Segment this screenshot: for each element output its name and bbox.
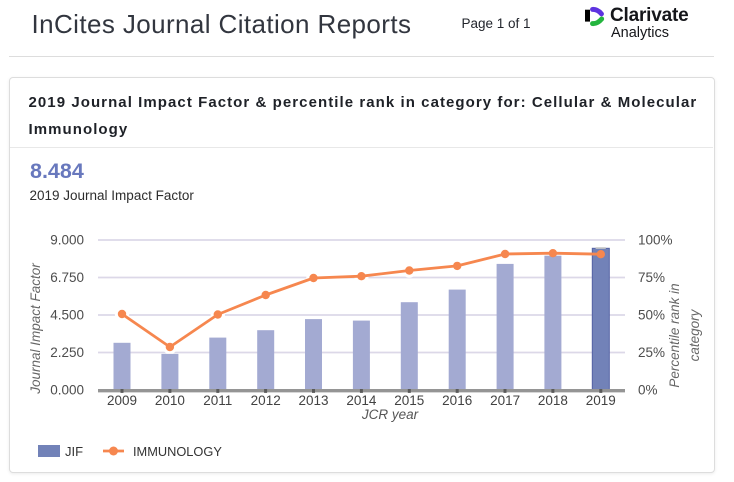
svg-text:75%: 75% xyxy=(638,270,665,285)
svg-text:100%: 100% xyxy=(638,233,673,248)
svg-text:9.000: 9.000 xyxy=(50,233,84,248)
svg-text:2012: 2012 xyxy=(251,393,281,408)
svg-text:category: category xyxy=(687,308,702,361)
svg-text:50%: 50% xyxy=(638,308,665,323)
svg-text:2018: 2018 xyxy=(538,393,568,408)
svg-text:2019: 2019 xyxy=(586,393,616,408)
svg-text:JCR year: JCR year xyxy=(361,407,419,422)
svg-text:2016: 2016 xyxy=(442,393,472,408)
svg-text:2010: 2010 xyxy=(155,393,185,408)
svg-text:6.750: 6.750 xyxy=(50,270,84,285)
svg-text:Journal Impact Factor: Journal Impact Factor xyxy=(28,263,43,395)
svg-text:2015: 2015 xyxy=(394,393,424,408)
svg-text:0%: 0% xyxy=(638,383,658,398)
svg-text:Percentile rank in: Percentile rank in xyxy=(667,283,682,387)
svg-text:2017: 2017 xyxy=(490,393,520,408)
svg-text:0.000: 0.000 xyxy=(50,383,84,398)
svg-text:JIF: JIF xyxy=(65,444,83,459)
svg-text:2009: 2009 xyxy=(107,393,137,408)
svg-text:2011: 2011 xyxy=(203,393,232,408)
svg-text:2013: 2013 xyxy=(298,393,328,408)
svg-text:2014: 2014 xyxy=(346,393,377,408)
svg-text:4.500: 4.500 xyxy=(50,308,84,323)
svg-text:25%: 25% xyxy=(638,345,665,360)
svg-text:IMMUNOLOGY: IMMUNOLOGY xyxy=(133,444,222,459)
svg-text:2.250: 2.250 xyxy=(50,345,84,360)
